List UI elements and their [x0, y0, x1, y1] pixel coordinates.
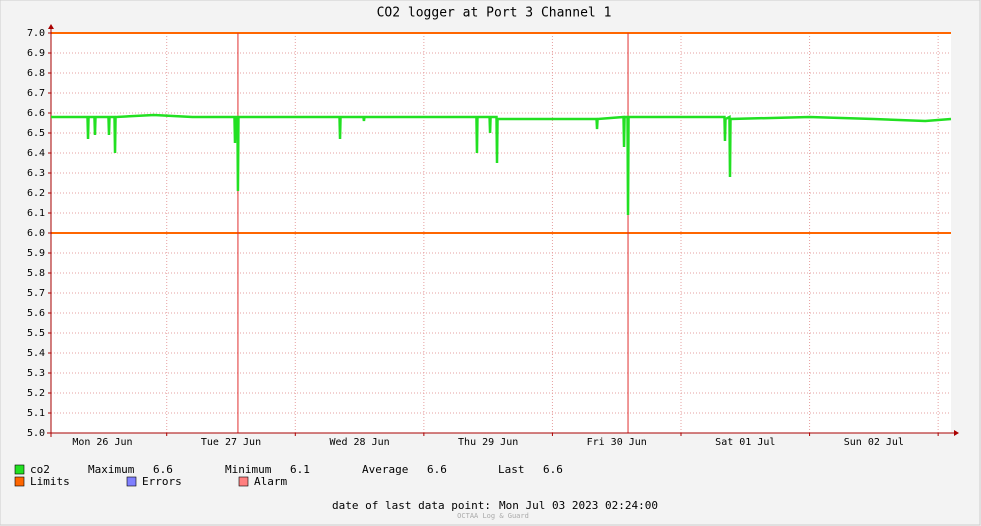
y-tick-label: 7.0	[27, 28, 45, 39]
stat-label: Average	[362, 463, 408, 476]
stat-label: Minimum	[225, 463, 272, 476]
stat-value: 6.1	[290, 463, 310, 476]
legend-label: Limits	[30, 475, 70, 488]
stat-value: 6.6	[427, 463, 447, 476]
y-tick-label: 5.3	[27, 368, 45, 379]
chart-title: CO2 logger at Port 3 Channel 1	[377, 6, 612, 21]
y-tick-label: 6.5	[27, 128, 45, 139]
footer-label: date of last data point:	[332, 499, 491, 512]
data-line	[51, 113, 952, 216]
y-tick-label: 6.9	[27, 48, 45, 59]
legend-swatch	[14, 476, 25, 487]
y-axis-arrow	[48, 24, 54, 29]
y-tick-label: 6.7	[27, 88, 45, 99]
y-tick-label: 5.0	[27, 428, 45, 439]
y-tick-label: 5.9	[27, 248, 45, 259]
legend-swatch	[126, 476, 137, 487]
y-tick-label: 6.6	[27, 108, 45, 119]
y-tick-label: 6.3	[27, 168, 45, 179]
x-tick-label: Mon 26 Jun	[72, 437, 132, 448]
stat-value: 6.6	[543, 463, 563, 476]
y-tick-label: 5.1	[27, 408, 45, 419]
x-axis-arrow	[954, 430, 959, 436]
legend-label: co2	[30, 463, 50, 476]
y-tick-label: 5.2	[27, 388, 45, 399]
y-tick-label: 6.2	[27, 188, 45, 199]
legend-label: Alarm	[254, 475, 287, 488]
legend-swatch	[238, 476, 249, 487]
y-tick-label: 6.1	[27, 208, 45, 219]
x-tick-label: Fri 30 Jun	[587, 437, 647, 448]
x-tick-label: Wed 28 Jun	[329, 437, 389, 448]
y-tick-label: 6.0	[27, 228, 45, 239]
y-tick-label: 5.6	[27, 308, 45, 319]
legend-label: Errors	[142, 475, 182, 488]
stat-label: Maximum	[88, 463, 135, 476]
y-tick-label: 6.4	[27, 148, 45, 159]
footer-date: Mon Jul 03 2023 02:24:00	[499, 499, 658, 512]
watermark: OCTAA Log & Guard	[457, 512, 529, 520]
y-tick-label: 5.5	[27, 328, 45, 339]
stat-value: 6.6	[153, 463, 173, 476]
y-tick-label: 5.4	[27, 348, 45, 359]
x-tick-label: Sun 02 Jul	[844, 437, 904, 448]
x-tick-label: Tue 27 Jun	[201, 437, 261, 448]
y-tick-label: 6.8	[27, 68, 45, 79]
x-tick-label: Thu 29 Jun	[458, 437, 518, 448]
stat-label: Last	[498, 463, 525, 476]
y-tick-label: 5.7	[27, 288, 45, 299]
y-tick-label: 5.8	[27, 268, 45, 279]
x-tick-label: Sat 01 Jul	[715, 437, 775, 448]
legend-swatch	[14, 464, 25, 475]
